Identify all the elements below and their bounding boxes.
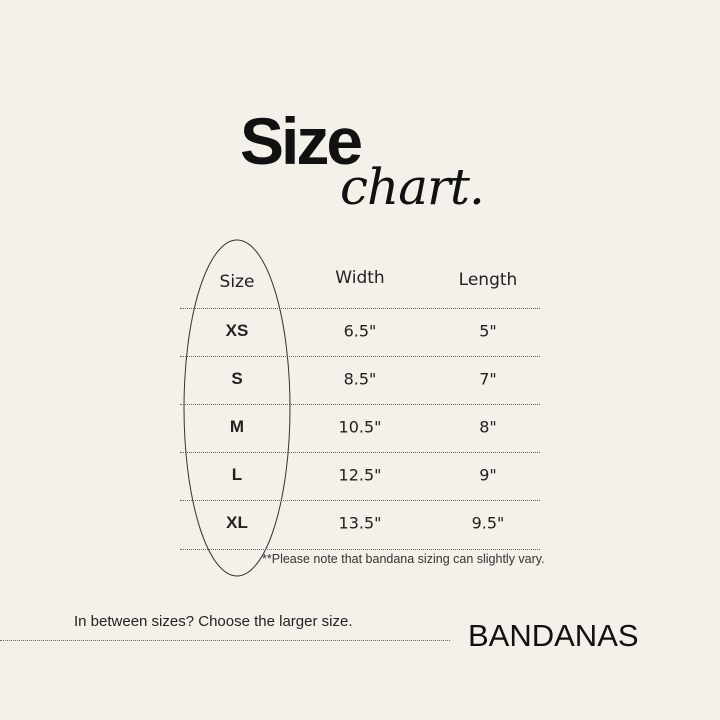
sizing-note: **Please note that bandana sizing can sl… <box>262 552 545 566</box>
cell-size: XL <box>226 513 248 532</box>
cell-length: 9" <box>479 465 497 485</box>
row-divider <box>180 308 540 309</box>
cell-size: L <box>231 465 243 484</box>
cell-size: M <box>229 417 245 436</box>
column-header: Width <box>335 268 385 288</box>
sizing-tip: In between sizes? Choose the larger size… <box>74 613 353 630</box>
title-main: Size <box>240 104 363 178</box>
title-script: chart. <box>340 158 485 216</box>
cell-width: 8.5" <box>343 369 377 389</box>
column-header: Size <box>219 272 255 292</box>
cell-width: 12.5" <box>338 465 382 485</box>
row-divider <box>180 452 540 453</box>
cell-width: 13.5" <box>338 513 382 533</box>
row-divider <box>180 500 540 501</box>
cell-length: 8" <box>479 417 497 437</box>
cell-length: 9.5" <box>471 513 505 533</box>
column-header: Length <box>458 270 518 290</box>
cell-width: 6.5" <box>343 321 377 341</box>
cell-length: 5" <box>479 321 497 341</box>
cell-width: 10.5" <box>338 417 382 437</box>
product-label: BANDANAS <box>468 618 639 653</box>
cell-size: S <box>231 369 243 388</box>
cell-size: XS <box>225 321 249 340</box>
cell-length: 7" <box>479 369 497 389</box>
row-divider <box>180 356 540 357</box>
row-divider <box>180 549 540 550</box>
row-divider <box>180 404 540 405</box>
footer-divider <box>0 640 450 641</box>
